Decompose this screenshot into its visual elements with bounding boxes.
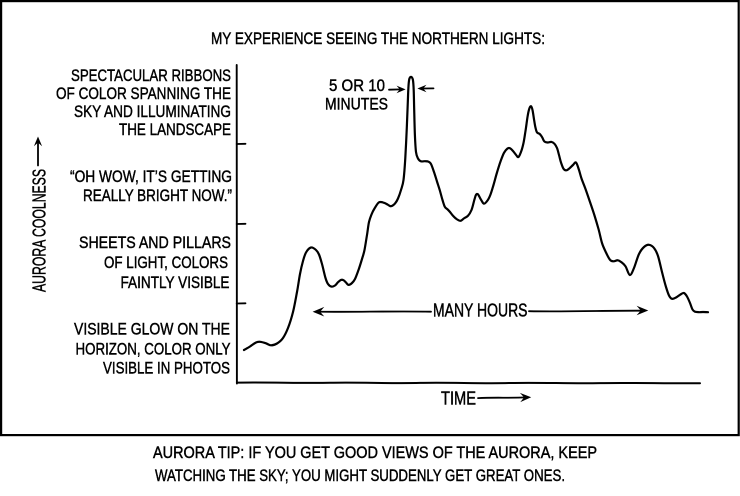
svg-text:MINUTES: MINUTES [325,95,388,114]
svg-text:AURORA COOLNESS: AURORA COOLNESS [29,169,50,292]
svg-text:OF LIGHT, COLORS: OF LIGHT, COLORS [104,253,228,272]
svg-text:“OH WOW, IT’S GETTING: “OH WOW, IT’S GETTING [70,167,232,186]
svg-text:REALLY BRIGHT NOW.”: REALLY BRIGHT NOW.” [83,186,232,205]
svg-text:AURORA TIP: IF YOU GET GOOD VI: AURORA TIP: IF YOU GET GOOD VIEWS OF THE… [153,444,597,462]
svg-text:OF COLOR SPANNING THE: OF COLOR SPANNING THE [56,84,231,103]
svg-text:SHEETS AND PILLARS: SHEETS AND PILLARS [79,233,231,252]
svg-text:MY EXPERIENCE SEEING THE NORTH: MY EXPERIENCE SEEING THE NORTHERN LIGHTS… [211,29,545,48]
svg-text:TIME: TIME [441,389,476,409]
svg-text:MANY HOURS: MANY HOURS [433,301,528,321]
svg-text:SPECTACULAR RIBBONS: SPECTACULAR RIBBONS [71,66,231,85]
svg-text:SKY AND ILLUMINATING: SKY AND ILLUMINATING [74,102,231,121]
svg-text:VISIBLE GLOW ON THE: VISIBLE GLOW ON THE [74,320,230,339]
svg-text:VISIBLE IN PHOTOS: VISIBLE IN PHOTOS [103,359,230,378]
svg-text:HORIZON, COLOR ONLY: HORIZON, COLOR ONLY [76,340,231,359]
svg-text:FAINTLY VISIBLE: FAINTLY VISIBLE [121,273,230,292]
svg-text:THE LANDSCAPE: THE LANDSCAPE [119,120,231,139]
svg-text:WATCHING THE SKY; YOU MIGHT SU: WATCHING THE SKY; YOU MIGHT SUDDENLY GET… [155,467,565,485]
svg-text:5 OR 10: 5 OR 10 [329,76,385,95]
